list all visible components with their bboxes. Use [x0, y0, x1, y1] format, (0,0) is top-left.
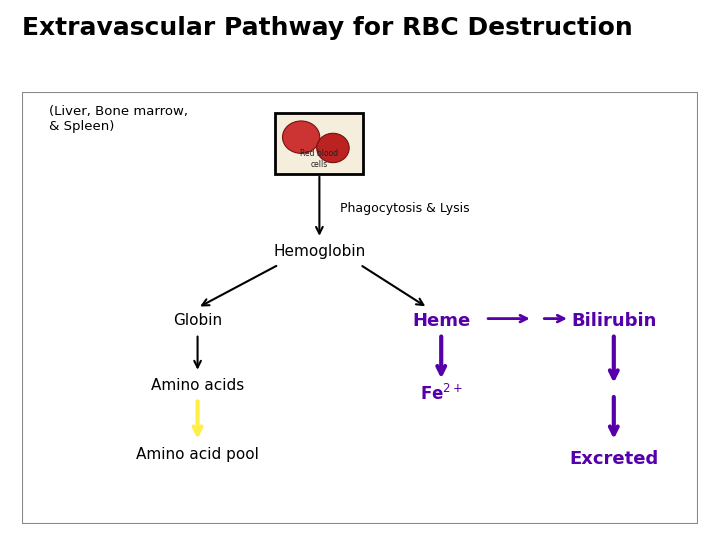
Ellipse shape [282, 121, 320, 153]
Text: Heme: Heme [412, 312, 470, 330]
Text: Amino acids: Amino acids [151, 378, 244, 393]
Ellipse shape [317, 133, 349, 163]
Text: Excreted: Excreted [570, 450, 658, 468]
Text: Extravascular Pathway for RBC Destruction: Extravascular Pathway for RBC Destructio… [22, 16, 632, 40]
Text: Phagocytosis & Lysis: Phagocytosis & Lysis [340, 202, 469, 215]
Text: Red blood
cells: Red blood cells [300, 149, 338, 168]
Bar [275, 113, 364, 174]
Text: Globin: Globin [173, 313, 222, 328]
Text: Amino acid pool: Amino acid pool [136, 447, 259, 462]
Text: (Liver, Bone marrow,
& Spleen): (Liver, Bone marrow, & Spleen) [49, 105, 188, 133]
Text: Bilirubin: Bilirubin [571, 312, 657, 330]
Text: Fe$^{2+}$: Fe$^{2+}$ [420, 384, 463, 404]
Text: Hemoglobin: Hemoglobin [274, 244, 366, 259]
